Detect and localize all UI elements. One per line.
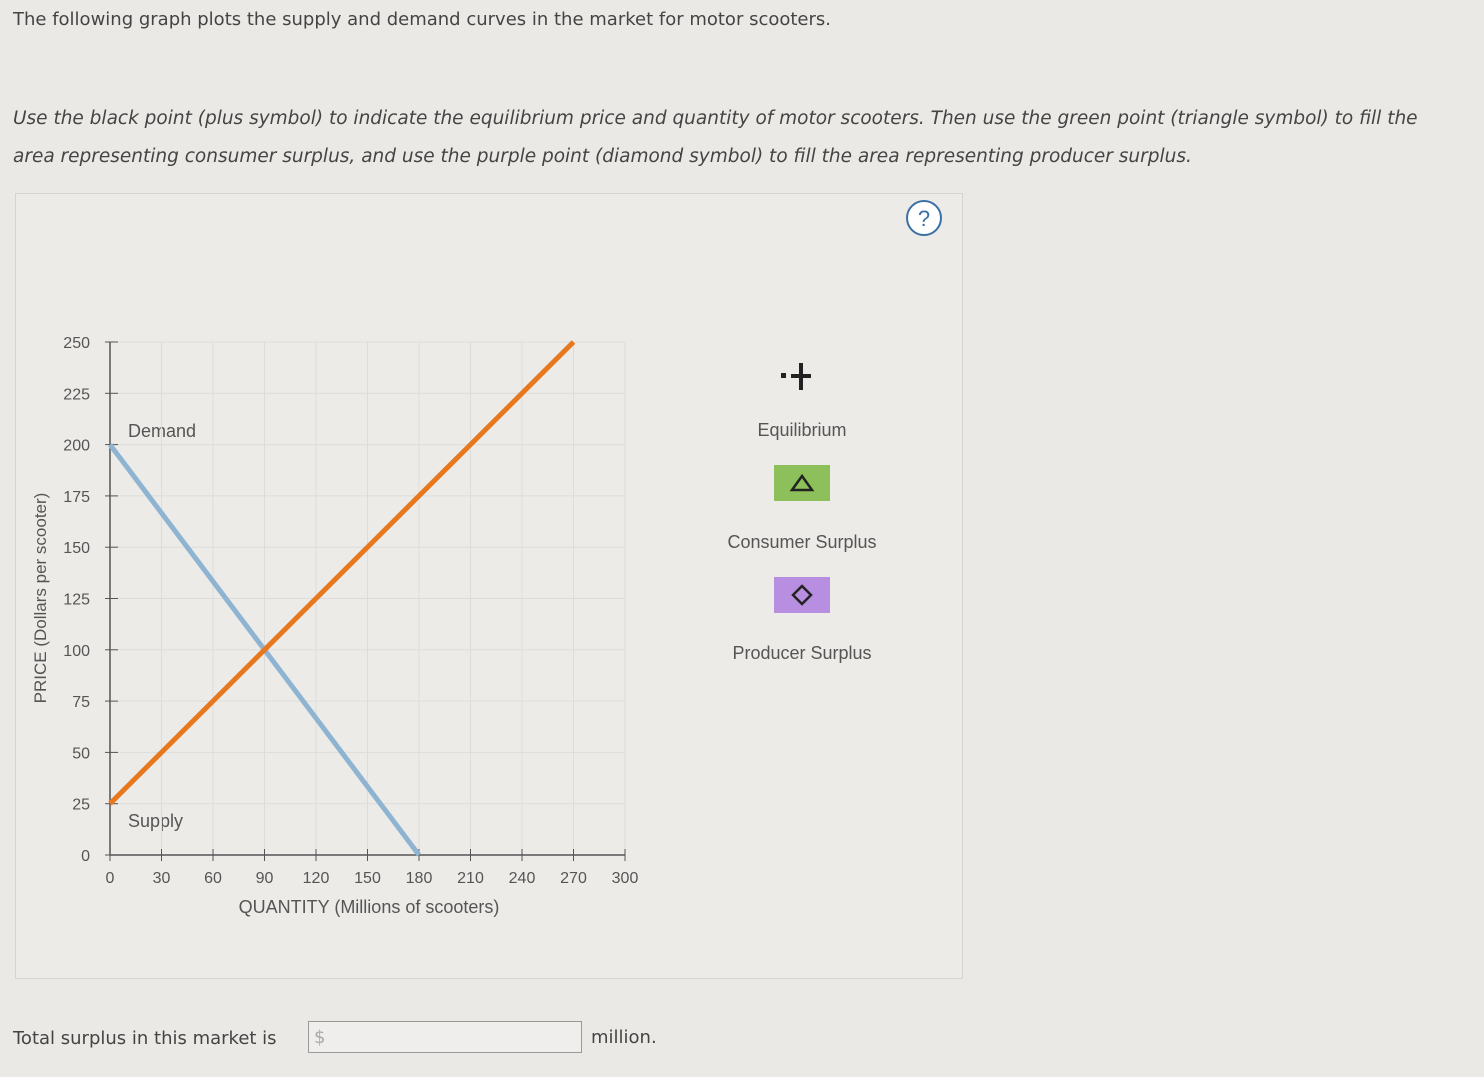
x-tick-label: 120 bbox=[303, 870, 330, 887]
y-tick-label: 50 bbox=[72, 745, 90, 762]
help-icon[interactable]: ? bbox=[918, 206, 930, 231]
x-tick-label: 90 bbox=[256, 870, 274, 887]
help-circle[interactable] bbox=[906, 200, 942, 236]
curve bbox=[108, 340, 576, 806]
tool-label: Equilibrium bbox=[757, 420, 846, 440]
x-axis-label: QUANTITY (Millions of scooters) bbox=[239, 897, 500, 917]
x-tick-label: 0 bbox=[106, 870, 115, 887]
x-tick-label: 60 bbox=[204, 870, 222, 887]
tool-label: Producer Surplus bbox=[732, 643, 871, 663]
y-axis-label: PRICE (Dollars per scooter) bbox=[31, 493, 50, 704]
triangle-icon[interactable] bbox=[789, 473, 815, 492]
y-tick-label: 225 bbox=[63, 386, 90, 403]
plus-dot[interactable] bbox=[781, 373, 786, 378]
curve-label: Supply bbox=[128, 811, 183, 831]
tool-box[interactable] bbox=[774, 465, 830, 501]
y-tick-label: 125 bbox=[63, 592, 90, 609]
x-tick-label: 30 bbox=[153, 870, 171, 887]
y-tick-label: 100 bbox=[63, 643, 90, 660]
tool-box[interactable] bbox=[774, 577, 830, 613]
x-tick-label: 300 bbox=[612, 870, 639, 887]
answer-input[interactable]: $ bbox=[308, 1021, 582, 1053]
instructions: Use the black point (plus symbol) to ind… bbox=[13, 108, 1418, 167]
plus-icon[interactable] bbox=[791, 363, 811, 390]
y-tick-label: 250 bbox=[63, 335, 90, 352]
x-tick-label: 240 bbox=[509, 870, 536, 887]
y-tick-label: 175 bbox=[63, 489, 90, 506]
x-tick-label: 180 bbox=[406, 870, 433, 887]
equilibrium-tool[interactable] bbox=[781, 363, 811, 390]
y-tick-label: 150 bbox=[63, 540, 90, 557]
x-tick-label: 270 bbox=[560, 870, 587, 887]
footer-text: Total surplus in this market is bbox=[13, 1028, 277, 1049]
x-tick-label: 210 bbox=[457, 870, 484, 887]
diamond-icon[interactable] bbox=[791, 584, 813, 606]
x-tick-label: 150 bbox=[354, 870, 381, 887]
producer-surplus-tool[interactable] bbox=[774, 577, 830, 613]
help-button[interactable]: ? bbox=[906, 200, 942, 236]
y-tick-label: 75 bbox=[72, 694, 90, 711]
curve-label: Demand bbox=[128, 421, 196, 441]
consumer-surplus-tool[interactable] bbox=[774, 465, 830, 501]
intro-text: The following graph plots the supply and… bbox=[13, 9, 831, 30]
y-tick-label: 200 bbox=[63, 438, 90, 455]
unit-text: million. bbox=[591, 1027, 657, 1048]
y-tick-label: 0 bbox=[81, 848, 90, 865]
y-tick-label: 25 bbox=[72, 797, 90, 814]
tool-label: Consumer Surplus bbox=[727, 532, 876, 552]
